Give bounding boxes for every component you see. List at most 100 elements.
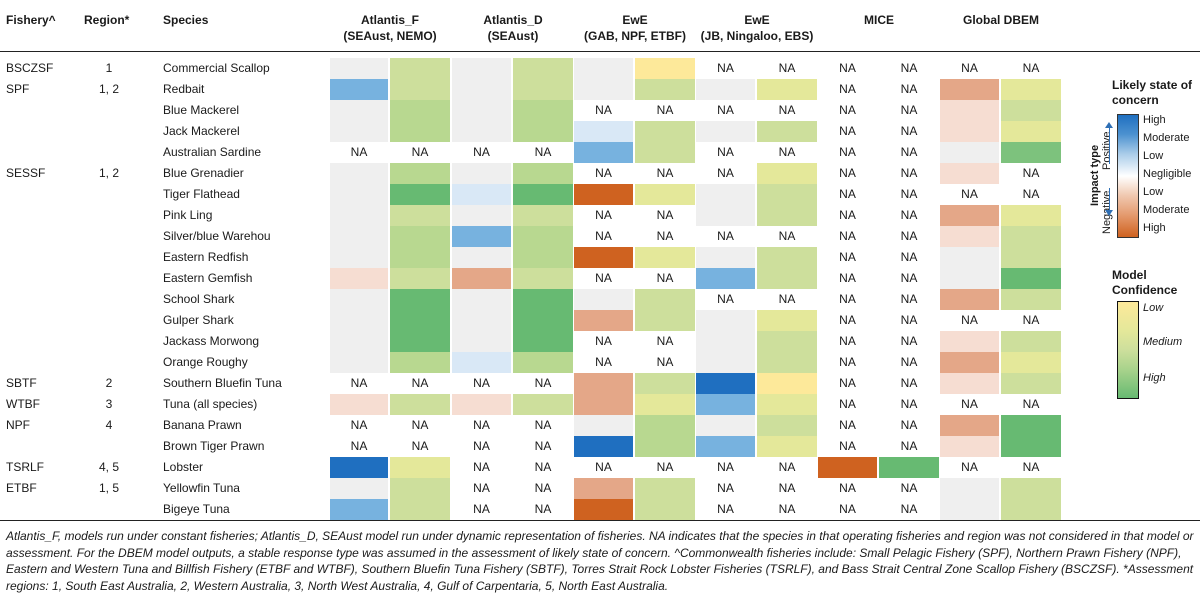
legend-level-label: High [1143, 222, 1166, 234]
heatmap-cell [390, 58, 450, 79]
na-cell: NA [757, 457, 817, 478]
header-species: Species [163, 13, 209, 27]
heatmap-cell [390, 121, 450, 142]
heatmap-cell [330, 100, 388, 121]
na-cell: NA [940, 310, 999, 331]
heatmap-cell [330, 268, 388, 289]
na-cell: NA [879, 415, 939, 436]
na-cell: NA [879, 58, 939, 79]
species-cell: Blue Mackerel [163, 103, 240, 117]
na-cell: NA [818, 121, 877, 142]
heatmap-cell [1001, 268, 1061, 289]
na-cell: NA [818, 415, 877, 436]
region-cell: 1, 2 [98, 82, 119, 96]
heatmap-cell [452, 247, 511, 268]
heatmap-cell [390, 184, 450, 205]
heatmap-cell [1001, 226, 1061, 247]
na-cell: NA [818, 205, 877, 226]
heatmap-cell [696, 373, 755, 394]
heatmap-cell [940, 247, 999, 268]
na-cell: NA [818, 394, 877, 415]
heatmap-cell [696, 310, 755, 331]
heatmap-cell [940, 163, 999, 184]
heatmap-cell [696, 79, 755, 100]
header-model: EwE (GAB, NPF, ETBF) [574, 12, 696, 44]
heatmap-cell [390, 394, 450, 415]
na-cell: NA [818, 373, 877, 394]
fishery-cell: WTBF [6, 397, 40, 411]
heatmap-cell [574, 499, 633, 520]
na-cell: NA [696, 499, 755, 520]
heatmap-cell [452, 58, 511, 79]
heatmap-cell [635, 58, 695, 79]
heatmap-cell [330, 247, 388, 268]
heatmap-cell [696, 436, 755, 457]
heatmap-cell [940, 331, 999, 352]
heatmap-cell [635, 478, 695, 499]
heatmap-cell [696, 394, 755, 415]
legend-positive-label: Positive [1101, 131, 1113, 170]
heatmap-cell [1001, 415, 1061, 436]
region-cell: 1, 2 [98, 166, 119, 180]
na-cell: NA [879, 121, 939, 142]
heatmap-cell [513, 331, 573, 352]
heatmap-cell [452, 331, 511, 352]
heatmap-cell [757, 184, 817, 205]
heatmap-cell [452, 394, 511, 415]
heatmap-cell [757, 205, 817, 226]
region-cell: 4 [105, 418, 113, 432]
heatmap-cell [1001, 289, 1061, 310]
heatmap-cell [879, 457, 939, 478]
heatmap-cell [757, 352, 817, 373]
heatmap-cell [330, 58, 388, 79]
na-cell: NA [696, 58, 755, 79]
header-model-sub: (SEAust, NEMO) [343, 29, 437, 43]
region-cell: 2 [105, 376, 113, 390]
species-cell: Blue Grenadier [163, 166, 244, 180]
legend-level-label: High [1143, 114, 1166, 126]
na-cell: NA [1001, 163, 1061, 184]
heatmap-cell [940, 142, 999, 163]
na-cell: NA [879, 373, 939, 394]
heatmap-cell [1001, 205, 1061, 226]
heatmap-cell [940, 205, 999, 226]
heatmap-cell [390, 457, 450, 478]
na-cell: NA [879, 289, 939, 310]
heatmap-cell [757, 436, 817, 457]
species-cell: Tiger Flathead [163, 187, 240, 201]
heatmap-cell [452, 163, 511, 184]
na-cell: NA [513, 142, 573, 163]
arrow-down-icon [1105, 210, 1113, 216]
heatmap-cell [330, 205, 388, 226]
na-cell: NA [818, 310, 877, 331]
na-cell: NA [757, 226, 817, 247]
heatmap-cell [1001, 79, 1061, 100]
heatmap-cell [574, 373, 633, 394]
heatmap-cell [330, 457, 388, 478]
legend-state-gradient [1117, 114, 1139, 238]
heatmap-cell [513, 310, 573, 331]
header-model-sub: (SEAust) [487, 29, 539, 43]
na-cell: NA [513, 457, 573, 478]
heatmap-cell [574, 289, 633, 310]
na-cell: NA [940, 457, 999, 478]
na-cell: NA [879, 226, 939, 247]
header-model-sub: (GAB, NPF, ETBF) [584, 29, 686, 43]
na-cell: NA [330, 373, 388, 394]
heatmap-cell [1001, 331, 1061, 352]
heatmap-cell [452, 205, 511, 226]
heatmap-cell [330, 79, 388, 100]
heatmap-cell [1001, 352, 1061, 373]
heatmap-cell [574, 394, 633, 415]
heatmap-cell [940, 499, 999, 520]
na-cell: NA [635, 205, 695, 226]
na-cell: NA [818, 478, 877, 499]
na-cell: NA [513, 436, 573, 457]
heatmap-cell [635, 415, 695, 436]
heatmap-cell [940, 436, 999, 457]
heatmap-cell [390, 268, 450, 289]
na-cell: NA [330, 436, 388, 457]
na-cell: NA [818, 142, 877, 163]
species-cell: Brown Tiger Prawn [163, 439, 265, 453]
na-cell: NA [818, 58, 877, 79]
